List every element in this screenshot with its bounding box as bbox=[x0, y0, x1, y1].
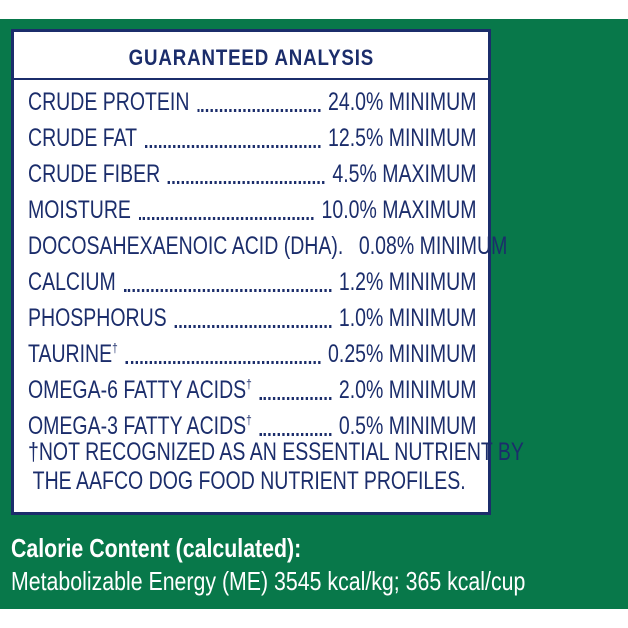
nutrient-name: TAURINE bbox=[28, 339, 113, 368]
dagger-mark: † bbox=[246, 412, 252, 428]
nutrient-name: OMEGA-6 FATTY ACIDS bbox=[28, 375, 247, 404]
analysis-row: CRUDE FIBER 4.5% MAXIMUM bbox=[28, 156, 476, 192]
nutrient-label: PHOSPHORUS bbox=[28, 304, 167, 333]
nutrient-name: CALCIUM bbox=[28, 267, 116, 296]
analysis-row: PHOSPHORUS 1.0% MINIMUM bbox=[28, 300, 476, 336]
nutrient-value: 10.0% MAXIMUM bbox=[321, 195, 477, 224]
dot-leader bbox=[174, 324, 332, 328]
dot-leader bbox=[144, 144, 321, 148]
dagger-mark: † bbox=[246, 376, 252, 392]
analysis-row: DOCOSAHEXAENOIC ACID (DHA). 0.08% MINIMUM bbox=[28, 228, 507, 264]
nutrient-value: 2.0% MINIMUM bbox=[338, 375, 477, 404]
nutrient-value: 0.08% MINIMUM bbox=[358, 231, 508, 260]
nutrient-value: 4.5% MAXIMUM bbox=[332, 159, 477, 188]
calorie-content: Calorie Content (calculated): Metaboliza… bbox=[11, 532, 525, 598]
dot-leader bbox=[125, 360, 321, 364]
dot-leader bbox=[259, 432, 332, 436]
guaranteed-analysis-box: GUARANTEED ANALYSIS CRUDE PROTEIN 24.0% M… bbox=[11, 29, 524, 515]
nutrient-label: CRUDE PROTEIN bbox=[28, 88, 189, 117]
nutrient-label: DOCOSAHEXAENOIC ACID (DHA). bbox=[28, 232, 343, 261]
analysis-row: OMEGA-3 FATTY ACIDS† 0.5% MINIMUM bbox=[28, 408, 476, 444]
nutrient-name: OMEGA-3 FATTY ACIDS bbox=[28, 411, 247, 440]
nutrient-label: CRUDE FAT bbox=[28, 124, 137, 153]
calorie-text: Metabolizable Energy (ME) 3545 kcal/kg; … bbox=[11, 566, 526, 596]
dot-leader bbox=[123, 288, 332, 292]
analysis-title: GUARANTEED ANALYSIS bbox=[14, 32, 488, 80]
nutrient-label: CALCIUM bbox=[28, 268, 116, 297]
analysis-title-text: GUARANTEED ANALYSIS bbox=[128, 45, 374, 70]
nutrient-name: MOISTURE bbox=[28, 195, 131, 224]
nutrient-label: OMEGA-6 FATTY ACIDS† bbox=[28, 376, 252, 405]
nutrient-name: CRUDE PROTEIN bbox=[28, 87, 190, 116]
nutrient-value: 1.2% MINIMUM bbox=[338, 267, 477, 296]
footnote-line-1: †NOT RECOGNIZED AS AN ESSENTIAL NUTRIENT… bbox=[28, 438, 524, 466]
nutrient-name: PHOSPHORUS bbox=[28, 303, 167, 332]
dot-leader bbox=[197, 108, 321, 112]
nutrient-label: CRUDE FIBER bbox=[28, 160, 160, 189]
dagger-mark: † bbox=[112, 340, 118, 356]
nutrient-name: CRUDE FAT bbox=[28, 123, 138, 152]
dot-leader bbox=[167, 180, 325, 184]
analysis-row: OMEGA-6 FATTY ACIDS† 2.0% MINIMUM bbox=[28, 372, 476, 408]
nutrient-value: 1.0% MINIMUM bbox=[338, 303, 477, 332]
footnote: †NOT RECOGNIZED AS AN ESSENTIAL NUTRIENT… bbox=[28, 438, 524, 496]
nutrient-name: DOCOSAHEXAENOIC ACID (DHA). bbox=[28, 231, 344, 260]
nutrient-value: 0.25% MINIMUM bbox=[328, 339, 477, 368]
dot-leader bbox=[138, 216, 314, 220]
nutrient-value: 12.5% MINIMUM bbox=[328, 123, 477, 152]
analysis-row: TAURINE† 0.25% MINIMUM bbox=[28, 336, 476, 372]
analysis-row: MOISTURE 10.0% MAXIMUM bbox=[28, 192, 476, 228]
nutrient-value: 24.0% MINIMUM bbox=[328, 87, 477, 116]
nutrient-label: TAURINE† bbox=[28, 340, 118, 369]
analysis-row: CRUDE PROTEIN 24.0% MINIMUM bbox=[28, 84, 476, 120]
nutrient-label: MOISTURE bbox=[28, 196, 131, 225]
analysis-row: CRUDE FAT 12.5% MINIMUM bbox=[28, 120, 476, 156]
footnote-line-2: THE AAFCO DOG FOOD NUTRIENT PROFILES. bbox=[32, 467, 466, 495]
nutrient-label: OMEGA-3 FATTY ACIDS† bbox=[28, 412, 252, 441]
dot-leader bbox=[259, 396, 332, 400]
nutrient-name: CRUDE FIBER bbox=[28, 159, 161, 188]
calorie-heading: Calorie Content (calculated): bbox=[11, 533, 302, 563]
analysis-row: CALCIUM 1.2% MINIMUM bbox=[28, 264, 476, 300]
nutrient-value: 0.5% MINIMUM bbox=[338, 411, 477, 440]
